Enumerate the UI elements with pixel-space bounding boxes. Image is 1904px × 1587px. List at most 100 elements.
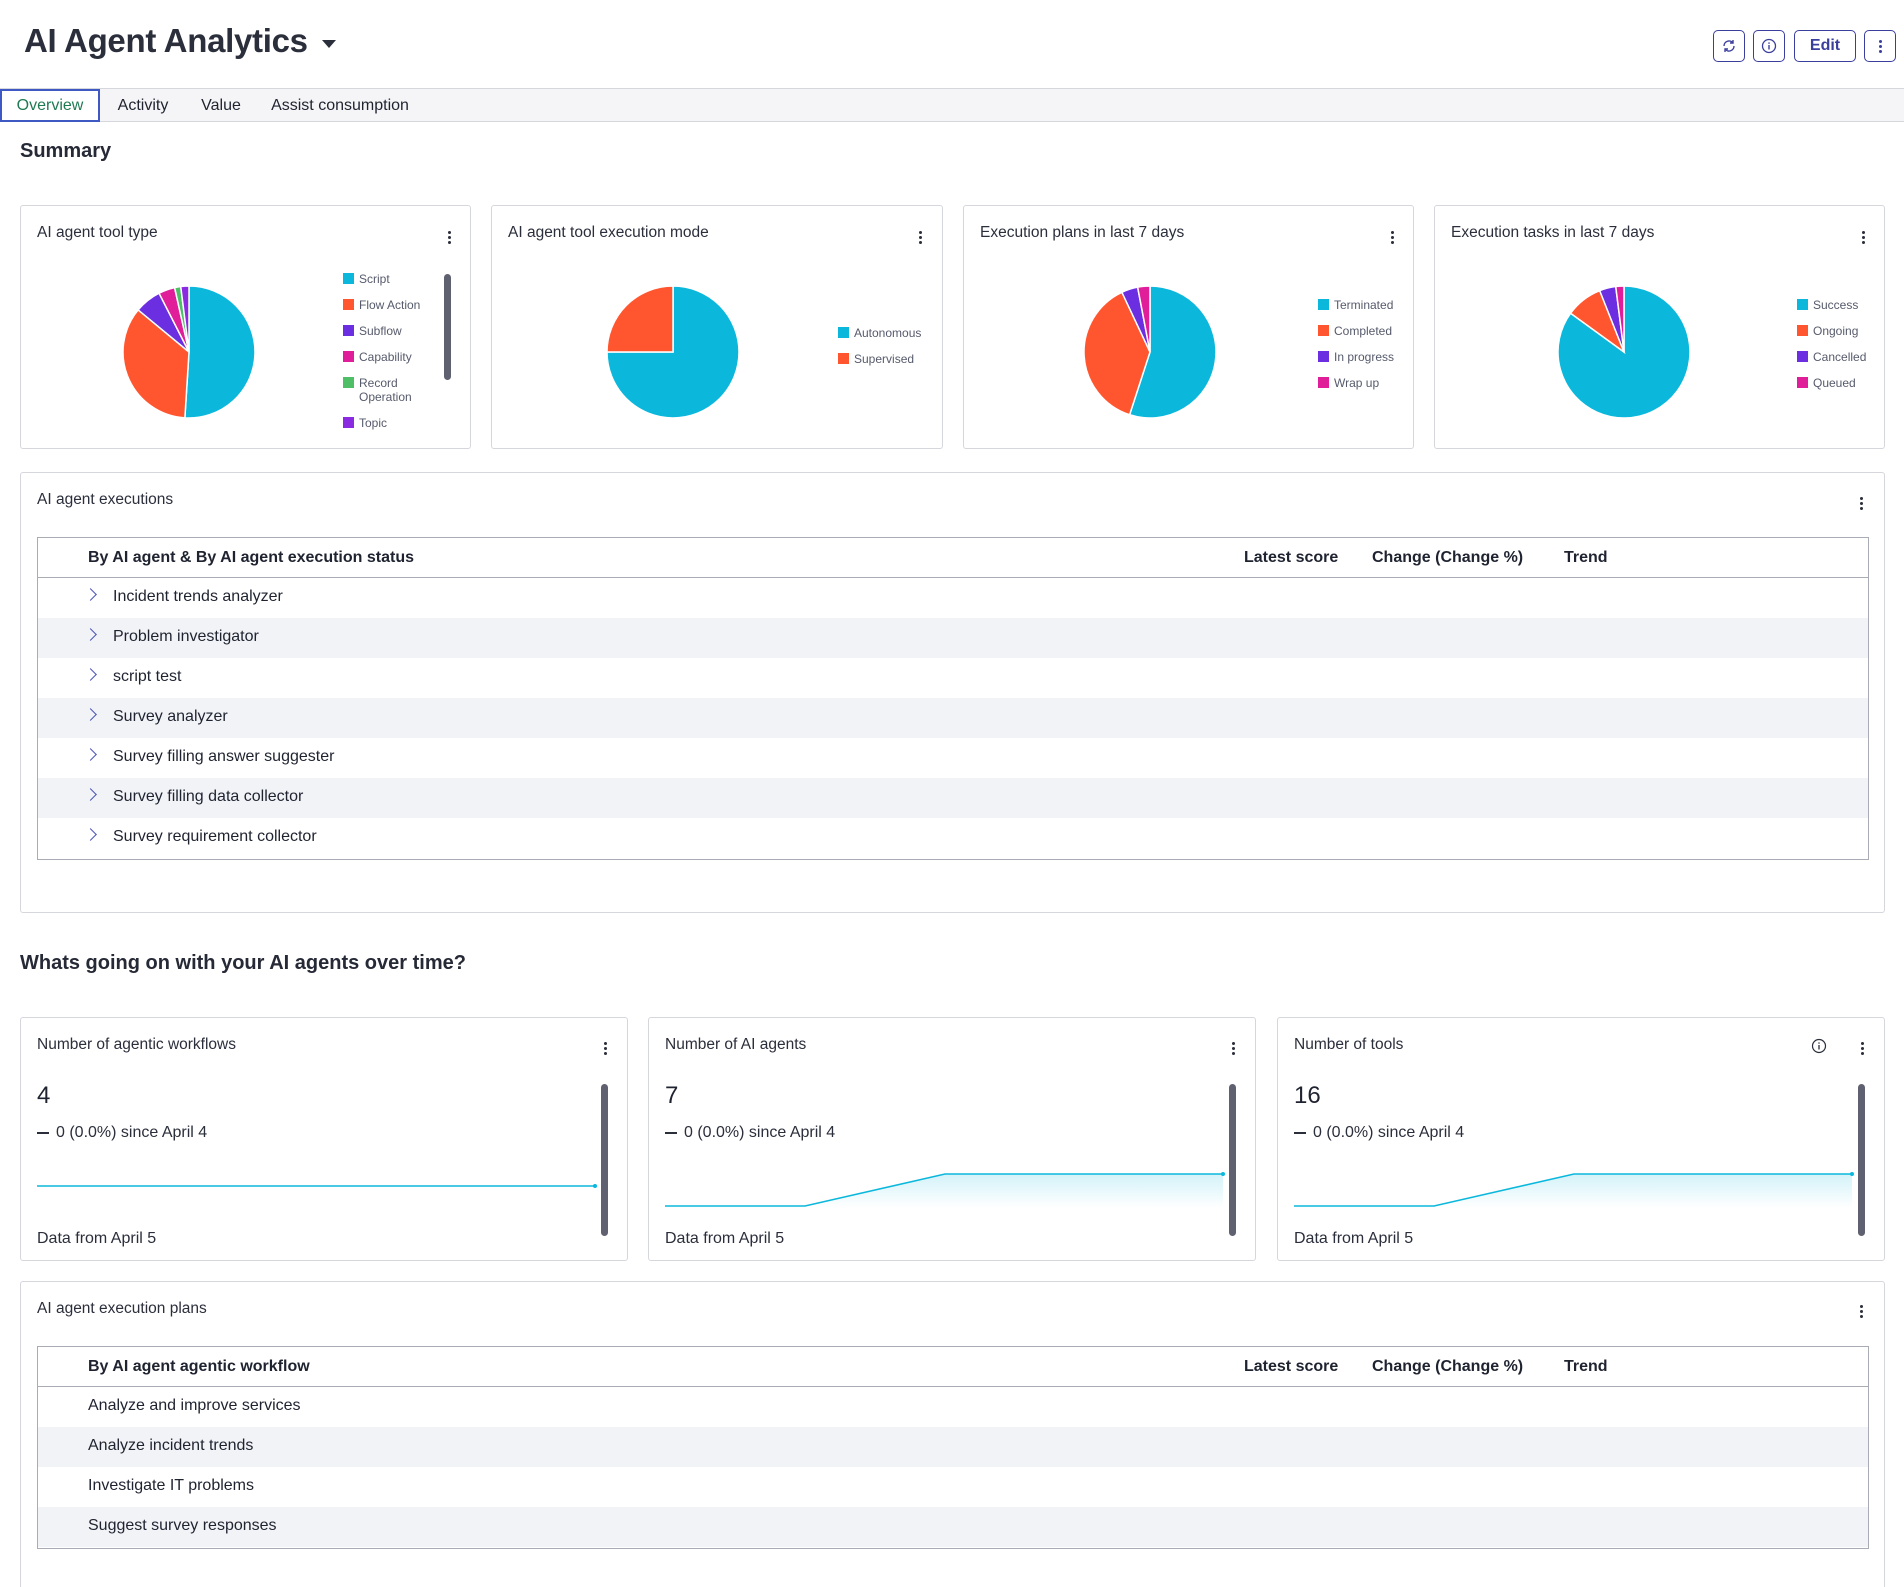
column-header[interactable]: Trend <box>1564 549 1608 566</box>
legend-item[interactable]: Capability <box>343 350 443 364</box>
table-row[interactable]: Survey requirement collector <box>38 818 1868 858</box>
pie-slice[interactable] <box>184 285 256 419</box>
legend-item[interactable]: Terminated <box>1318 298 1414 312</box>
card-menu-icon[interactable] <box>1851 493 1871 513</box>
chevron-right-icon[interactable] <box>84 668 97 681</box>
legend-swatch <box>343 351 354 362</box>
tab-assist-consumption[interactable]: Assist consumption <box>271 96 409 114</box>
column-header[interactable]: By AI agent & By AI agent execution stat… <box>88 549 414 566</box>
legend-item[interactable]: In progress <box>1318 350 1414 364</box>
legend-scrollbar[interactable] <box>444 274 451 380</box>
score-delta: 0 (0.0%) since April 4 <box>37 1124 207 1142</box>
chevron-right-icon[interactable] <box>84 828 97 841</box>
sparkline-point <box>1221 1172 1225 1176</box>
dashboard-title-dropdown[interactable]: AI Agent Analytics <box>24 22 336 60</box>
legend-item[interactable]: Autonomous <box>838 326 938 340</box>
column-header[interactable]: Latest score <box>1244 549 1339 566</box>
legend-item[interactable]: Supervised <box>838 352 938 366</box>
legend-item[interactable]: Subflow <box>343 324 443 338</box>
column-header[interactable]: Latest score <box>1244 1358 1339 1375</box>
card-title: Number of tools <box>1294 1036 1404 1053</box>
table-row[interactable]: Analyze and improve services <box>38 1387 1868 1427</box>
legend-swatch <box>1318 325 1329 336</box>
execution-plans-table: By AI agent agentic workflow Latest scor… <box>37 1346 1869 1549</box>
chevron-right-icon[interactable] <box>84 708 97 721</box>
legend-swatch <box>343 417 354 428</box>
score-value: 7 <box>665 1082 679 1109</box>
pie-slice[interactable] <box>122 308 190 419</box>
pie-slice[interactable] <box>1083 291 1151 416</box>
table-row[interactable]: Suggest survey responses <box>38 1507 1868 1547</box>
column-header[interactable]: Trend <box>1564 1358 1608 1375</box>
pie-slice[interactable] <box>606 285 674 353</box>
dash-icon <box>1294 1132 1306 1134</box>
card-menu-icon[interactable] <box>1851 1301 1871 1321</box>
column-header[interactable]: By AI agent agentic workflow <box>88 1358 310 1375</box>
card-scrollbar[interactable] <box>1229 1084 1236 1236</box>
legend-item[interactable]: Topic <box>343 416 443 430</box>
dash-icon <box>37 1132 49 1134</box>
row-label: Analyze incident trends <box>88 1437 254 1454</box>
card-scrollbar[interactable] <box>601 1084 608 1236</box>
ai-agents-card: Number of AI agents 7 0 (0.0%) since Apr… <box>648 1017 1256 1261</box>
execution-plans-card: Execution plans in last 7 days Terminate… <box>963 205 1414 449</box>
legend-item[interactable]: Script <box>343 272 443 286</box>
chevron-right-icon[interactable] <box>84 788 97 801</box>
row-label: Survey filling data collector <box>113 788 304 805</box>
card-title: AI agent execution plans <box>37 1300 207 1317</box>
refresh-button[interactable] <box>1713 30 1745 62</box>
card-menu-icon[interactable] <box>1852 1038 1872 1058</box>
table-row[interactable]: Incident trends analyzer <box>38 578 1868 618</box>
legend: Success Ongoing Cancelled Queued <box>1797 298 1883 402</box>
edit-button[interactable]: Edit <box>1794 30 1856 62</box>
tab-activity[interactable]: Activity <box>117 96 169 114</box>
table-row[interactable]: Survey analyzer <box>38 698 1868 738</box>
chevron-right-icon[interactable] <box>84 748 97 761</box>
card-menu-icon[interactable] <box>910 227 930 247</box>
legend-item[interactable]: Wrap up <box>1318 376 1414 390</box>
table-row[interactable]: Problem investigator <box>38 618 1868 658</box>
column-header[interactable]: Change (Change %) <box>1372 549 1524 566</box>
legend-item[interactable]: Cancelled <box>1797 350 1883 364</box>
chevron-right-icon[interactable] <box>84 588 97 601</box>
card-menu-icon[interactable] <box>1853 227 1873 247</box>
legend-item[interactable]: Success <box>1797 298 1883 312</box>
pie-slice[interactable] <box>606 285 740 419</box>
pie-slice[interactable] <box>1136 285 1151 353</box>
pie-slice[interactable] <box>1128 285 1217 419</box>
table-row[interactable]: script test <box>38 658 1868 698</box>
legend-item[interactable]: Ongoing <box>1797 324 1883 338</box>
card-menu-icon[interactable] <box>1382 227 1402 247</box>
card-title: Execution tasks in last 7 days <box>1451 224 1655 241</box>
chevron-right-icon[interactable] <box>84 628 97 641</box>
table-row[interactable]: Analyze incident trends <box>38 1427 1868 1467</box>
card-menu-icon[interactable] <box>1223 1038 1243 1058</box>
row-label: Problem investigator <box>113 628 259 645</box>
legend-label: Autonomous <box>854 326 922 340</box>
table-row[interactable]: Survey filling data collector <box>38 778 1868 818</box>
data-from-label: Data from April 5 <box>1294 1230 1414 1247</box>
card-scrollbar[interactable] <box>1858 1084 1865 1236</box>
pie-slice[interactable] <box>1614 285 1625 353</box>
card-menu-icon[interactable] <box>595 1038 615 1058</box>
page-title: AI Agent Analytics <box>24 22 308 59</box>
table-row[interactable]: Investigate IT problems <box>38 1467 1868 1507</box>
legend-item[interactable]: Record Operation <box>343 376 443 404</box>
legend-item[interactable]: Flow Action <box>343 298 443 312</box>
card-title: AI agent executions <box>37 491 174 508</box>
tab-value[interactable]: Value <box>201 96 241 114</box>
tool-type-pie-chart <box>122 285 256 419</box>
pie-slice[interactable] <box>179 285 190 353</box>
sparkline-chart <box>665 1172 1225 1208</box>
tab-overview[interactable]: Overview <box>0 89 100 122</box>
more-options-button[interactable] <box>1864 30 1896 62</box>
legend-label: Script <box>359 272 390 286</box>
legend-swatch <box>343 299 354 310</box>
legend-item[interactable]: Completed <box>1318 324 1414 338</box>
table-row[interactable]: Survey filling answer suggester <box>38 738 1868 778</box>
legend-item[interactable]: Queued <box>1797 376 1883 390</box>
info-icon[interactable] <box>1811 1038 1827 1054</box>
card-menu-icon[interactable] <box>439 227 459 247</box>
column-header[interactable]: Change (Change %) <box>1372 1358 1524 1375</box>
info-button[interactable] <box>1753 30 1785 62</box>
